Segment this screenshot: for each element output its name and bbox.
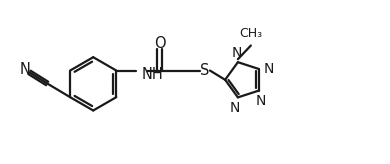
Text: NH: NH — [142, 67, 163, 82]
Text: CH₃: CH₃ — [239, 27, 262, 40]
Text: S: S — [200, 63, 209, 78]
Text: N: N — [19, 62, 30, 77]
Text: N: N — [232, 46, 242, 60]
Text: N: N — [230, 101, 240, 115]
Text: N: N — [255, 94, 266, 108]
Text: O: O — [154, 36, 165, 51]
Text: N: N — [264, 62, 274, 76]
